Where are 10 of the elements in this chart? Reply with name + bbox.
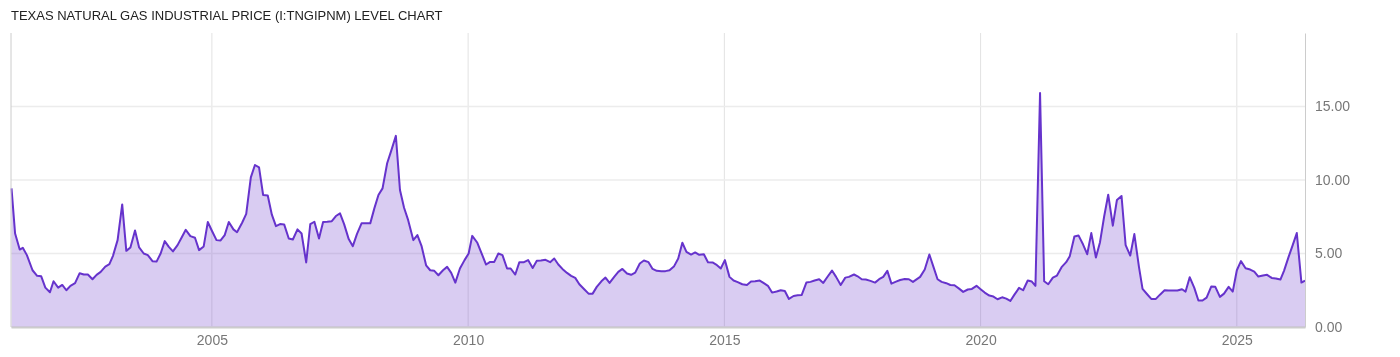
y-tick-label: 10.00: [1315, 171, 1351, 188]
x-tick-label: 2025: [1221, 331, 1254, 348]
x-tick-label: 2015: [709, 331, 741, 348]
chart-title: TEXAS NATURAL GAS INDUSTRIAL PRICE (I:TNGIPNM) LEVEL CHART: [11, 8, 443, 23]
x-tick-label: 2005: [196, 331, 229, 348]
y-tick-label: 15.00: [1315, 98, 1351, 115]
y-tick-label: 5.00: [1315, 245, 1343, 262]
x-tick-label: 2010: [453, 331, 485, 348]
y-tick-label: 0.00: [1315, 318, 1343, 335]
x-tick-label: 2020: [965, 331, 997, 348]
